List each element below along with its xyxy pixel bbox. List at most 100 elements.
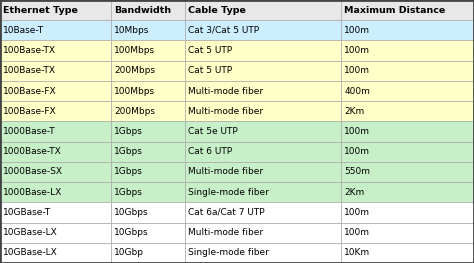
Bar xyxy=(0,141,111,162)
Bar xyxy=(341,20,474,41)
Bar xyxy=(0,243,111,263)
Bar xyxy=(0,0,111,20)
Text: 100m: 100m xyxy=(344,127,370,136)
Text: Single-mode fiber: Single-mode fiber xyxy=(188,248,269,257)
Text: 100Base-FX: 100Base-FX xyxy=(3,107,56,116)
Bar xyxy=(111,20,185,41)
Bar xyxy=(341,0,474,20)
Bar xyxy=(185,81,341,101)
Text: 1000Base-TX: 1000Base-TX xyxy=(3,147,62,156)
Bar xyxy=(0,101,111,122)
Bar xyxy=(341,41,474,61)
Text: Maximum Distance: Maximum Distance xyxy=(344,6,446,15)
Bar xyxy=(111,141,185,162)
Text: 10Base-T: 10Base-T xyxy=(3,26,44,35)
Bar xyxy=(111,122,185,141)
Bar xyxy=(111,81,185,101)
Text: Ethernet Type: Ethernet Type xyxy=(3,6,78,15)
Text: Cat 5 UTP: Cat 5 UTP xyxy=(188,66,232,75)
Bar xyxy=(185,122,341,141)
Bar xyxy=(185,20,341,41)
Bar xyxy=(0,162,111,182)
Text: 10Gbps: 10Gbps xyxy=(114,208,149,217)
Text: 1Gbps: 1Gbps xyxy=(114,188,143,197)
Bar xyxy=(341,61,474,81)
Text: 100Mbps: 100Mbps xyxy=(114,46,155,55)
Text: 1Gbps: 1Gbps xyxy=(114,147,143,156)
Text: 10Gbp: 10Gbp xyxy=(114,248,144,257)
Text: 200Mbps: 200Mbps xyxy=(114,107,155,116)
Text: 100Mbps: 100Mbps xyxy=(114,87,155,95)
Text: 2Km: 2Km xyxy=(344,107,365,116)
Text: Cat 3/Cat 5 UTP: Cat 3/Cat 5 UTP xyxy=(188,26,259,35)
Bar xyxy=(185,41,341,61)
Text: 550m: 550m xyxy=(344,168,370,176)
Bar xyxy=(111,101,185,122)
Text: 1000Base-T: 1000Base-T xyxy=(3,127,55,136)
Bar xyxy=(111,202,185,222)
Text: 10GBase-LX: 10GBase-LX xyxy=(3,228,58,237)
Text: Single-mode fiber: Single-mode fiber xyxy=(188,188,269,197)
Text: Multi-mode fiber: Multi-mode fiber xyxy=(188,168,263,176)
Bar xyxy=(341,81,474,101)
Bar xyxy=(111,243,185,263)
Bar xyxy=(111,182,185,202)
Bar xyxy=(111,0,185,20)
Bar xyxy=(185,0,341,20)
Bar xyxy=(0,81,111,101)
Bar xyxy=(185,61,341,81)
Text: 100m: 100m xyxy=(344,66,370,75)
Text: Bandwidth: Bandwidth xyxy=(114,6,172,15)
Bar xyxy=(341,101,474,122)
Bar xyxy=(341,182,474,202)
Text: 100Base-TX: 100Base-TX xyxy=(3,66,56,75)
Text: Multi-mode fiber: Multi-mode fiber xyxy=(188,87,263,95)
Text: Multi-mode fiber: Multi-mode fiber xyxy=(188,107,263,116)
Text: 1000Base-SX: 1000Base-SX xyxy=(3,168,63,176)
Text: 100m: 100m xyxy=(344,147,370,156)
Bar xyxy=(185,141,341,162)
Bar xyxy=(185,162,341,182)
Bar xyxy=(0,122,111,141)
Bar xyxy=(111,222,185,243)
Text: 100m: 100m xyxy=(344,228,370,237)
Text: 10Mbps: 10Mbps xyxy=(114,26,150,35)
Text: Multi-mode fiber: Multi-mode fiber xyxy=(188,228,263,237)
Bar xyxy=(0,61,111,81)
Text: 100m: 100m xyxy=(344,26,370,35)
Bar xyxy=(185,101,341,122)
Bar xyxy=(0,202,111,222)
Text: Cat 6 UTP: Cat 6 UTP xyxy=(188,147,232,156)
Text: 1Gbps: 1Gbps xyxy=(114,127,143,136)
Bar xyxy=(341,162,474,182)
Text: Cat 5 UTP: Cat 5 UTP xyxy=(188,46,232,55)
Text: 100m: 100m xyxy=(344,46,370,55)
Text: 100Base-FX: 100Base-FX xyxy=(3,87,56,95)
Bar xyxy=(0,41,111,61)
Text: 10Km: 10Km xyxy=(344,248,370,257)
Bar xyxy=(341,243,474,263)
Text: 10GBase-LX: 10GBase-LX xyxy=(3,248,58,257)
Text: 10Gbps: 10Gbps xyxy=(114,228,149,237)
Text: Cat 5e UTP: Cat 5e UTP xyxy=(188,127,237,136)
Text: 1000Base-LX: 1000Base-LX xyxy=(3,188,62,197)
Bar xyxy=(185,202,341,222)
Bar xyxy=(185,182,341,202)
Bar xyxy=(111,61,185,81)
Bar xyxy=(0,20,111,41)
Text: 400m: 400m xyxy=(344,87,370,95)
Bar xyxy=(185,222,341,243)
Text: 100m: 100m xyxy=(344,208,370,217)
Bar xyxy=(111,41,185,61)
Bar xyxy=(0,222,111,243)
Bar xyxy=(341,222,474,243)
Bar xyxy=(185,243,341,263)
Bar xyxy=(111,162,185,182)
Bar xyxy=(341,202,474,222)
Bar xyxy=(0,182,111,202)
Bar xyxy=(341,141,474,162)
Bar xyxy=(341,122,474,141)
Text: 1Gbps: 1Gbps xyxy=(114,168,143,176)
Text: 2Km: 2Km xyxy=(344,188,365,197)
Text: 200Mbps: 200Mbps xyxy=(114,66,155,75)
